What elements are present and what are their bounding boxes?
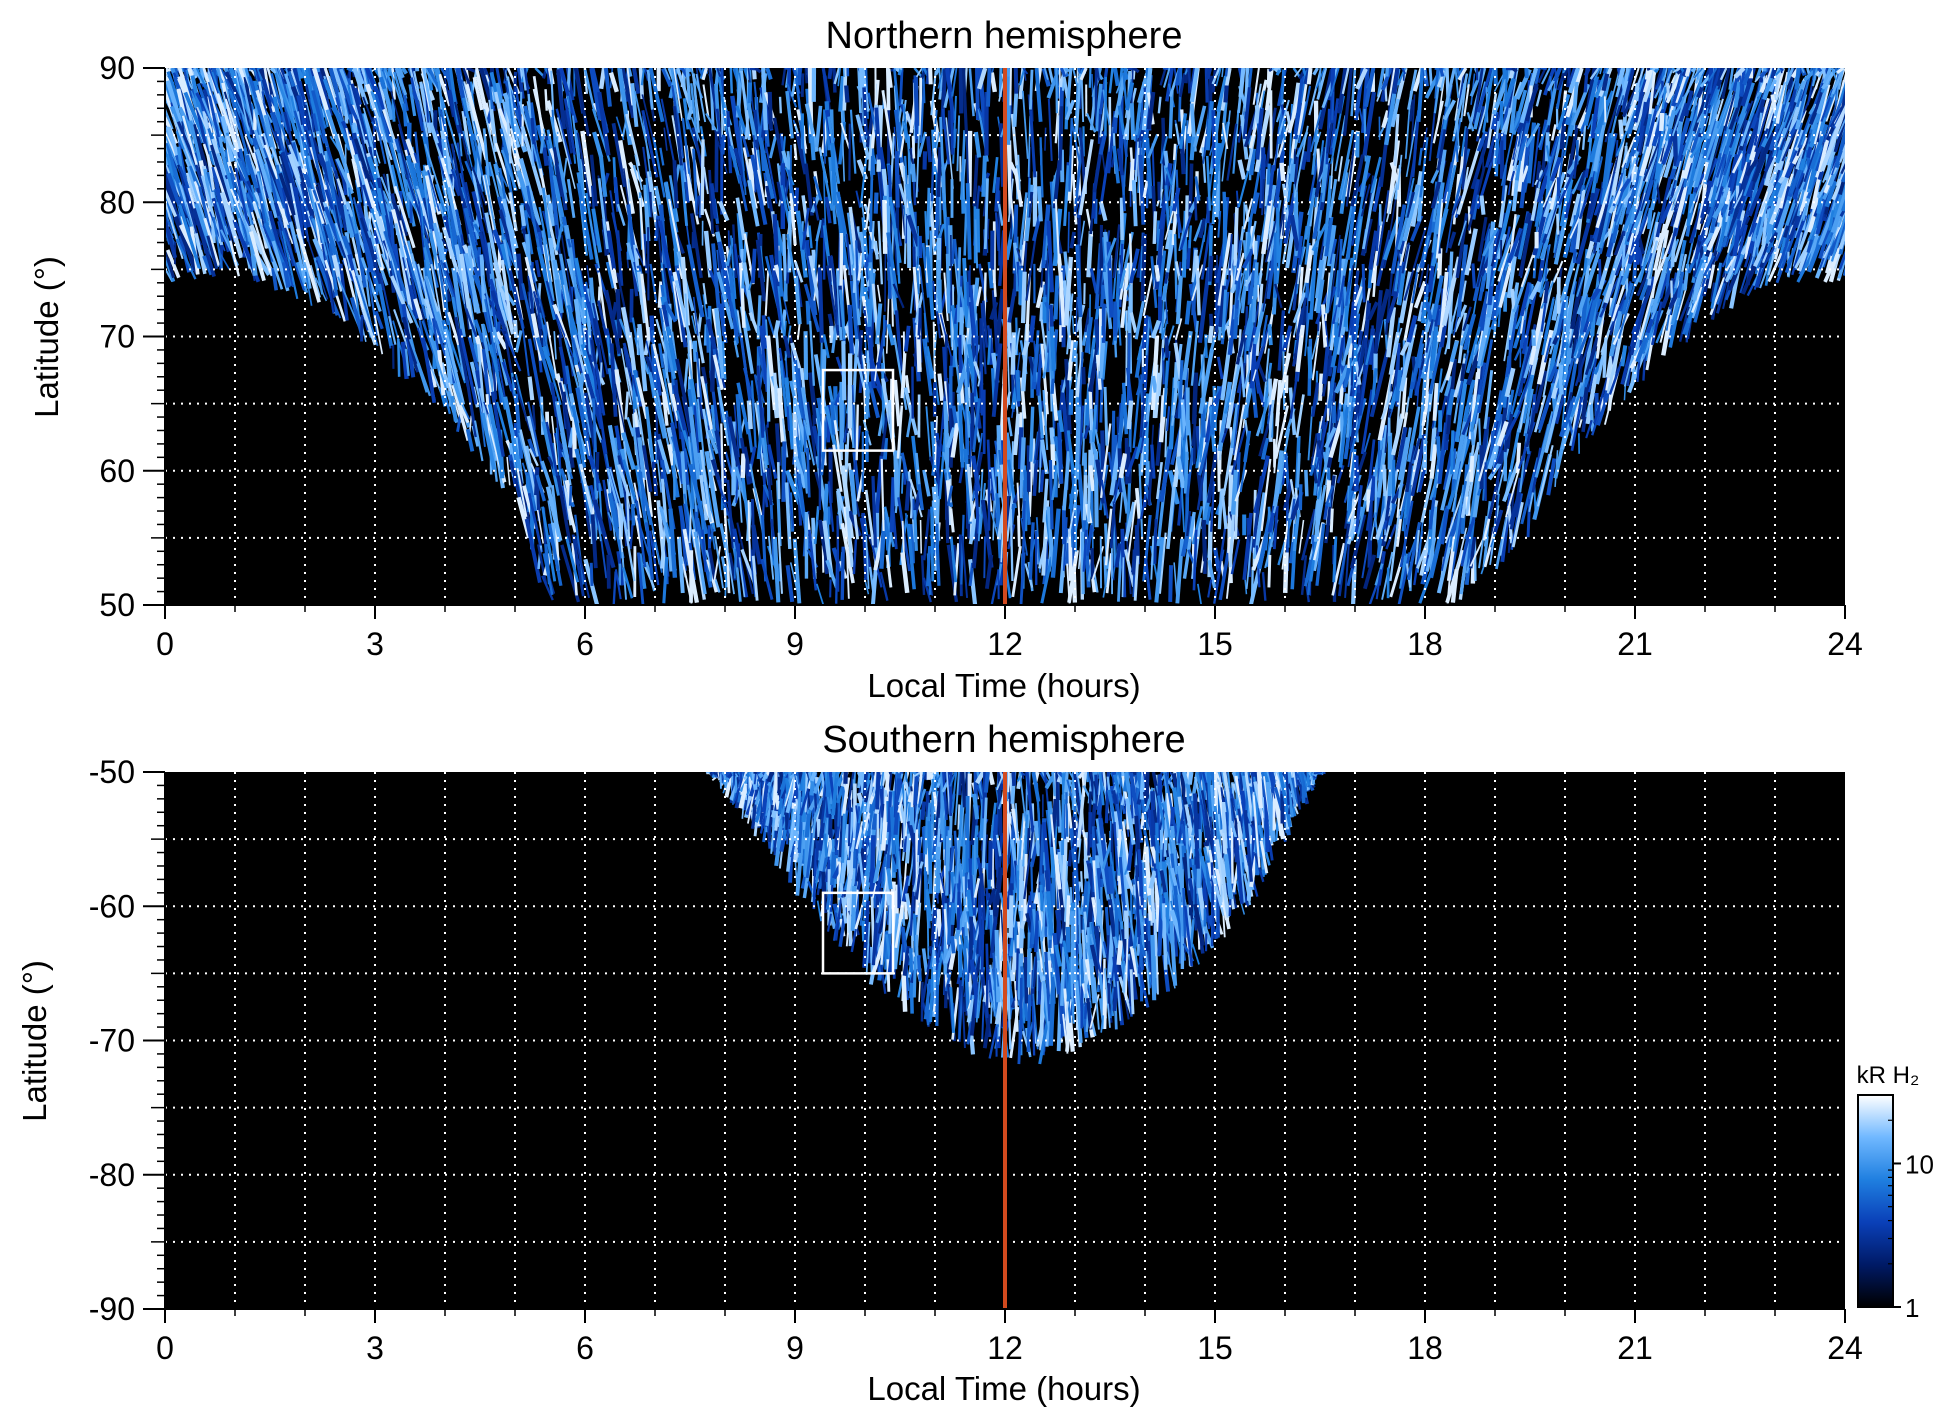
y-tick-label: -90	[89, 1291, 135, 1327]
y-tick-label: -80	[89, 1157, 135, 1193]
x-tick-label: 24	[1827, 1330, 1863, 1366]
x-tick-label: 21	[1617, 1330, 1653, 1366]
south-plot-area	[165, 772, 1845, 1309]
grid-lines	[165, 772, 1845, 1309]
y-tick-label: 60	[99, 453, 135, 489]
north-axes: 0 3 6 9 12 15 18 21 24 50 60 70 80 90	[99, 50, 1862, 662]
colorbar: kR H₂ 1 10	[1857, 1062, 1934, 1323]
north-plot-area	[165, 68, 1845, 605]
north-title: Northern hemisphere	[826, 15, 1183, 57]
x-tick-label: 3	[366, 626, 384, 662]
emission-streaks	[165, 68, 1845, 605]
y-tick-label: -70	[89, 1023, 135, 1059]
y-tick-label: -60	[89, 888, 135, 924]
x-tick-label: 12	[987, 1330, 1023, 1366]
y-tick-label: 50	[99, 587, 135, 623]
colorbar-tick-label: 10	[1905, 1149, 1934, 1179]
x-tick-label: 18	[1407, 626, 1443, 662]
grid-lines	[165, 68, 1845, 605]
x-tick-label: 9	[786, 1330, 804, 1366]
x-tick-label: 6	[576, 1330, 594, 1366]
x-tick-label: 15	[1197, 626, 1233, 662]
y-tick-label: 70	[99, 319, 135, 355]
y-tick-label: -50	[89, 754, 135, 790]
x-tick-label: 0	[156, 626, 174, 662]
colorbar-gradient	[1857, 1094, 1894, 1308]
north-xlabel: Local Time (hours)	[867, 667, 1140, 704]
x-tick-label: 6	[576, 626, 594, 662]
x-tick-label: 18	[1407, 1330, 1443, 1366]
south-ylabel: Latitude (°)	[16, 960, 53, 1122]
north-ylabel: Latitude (°)	[28, 256, 65, 418]
y-tick-label: 90	[99, 50, 135, 86]
south-axes: 0 3 6 9 12 15 18 21 24 -90 -80 -70 -60 -50	[89, 754, 1863, 1366]
region-box	[821, 891, 895, 975]
south-xlabel: Local Time (hours)	[867, 1370, 1140, 1407]
southern-hemisphere-panel: Southern hemisphere 0 3 6 9 12 15 18 21 24 -90 -80…	[16, 719, 1863, 1407]
x-tick-label: 3	[366, 1330, 384, 1366]
x-tick-label: 0	[156, 1330, 174, 1366]
x-tick-label: 12	[987, 626, 1023, 662]
x-tick-label: 15	[1197, 1330, 1233, 1366]
colorbar-label: kR H₂	[1857, 1062, 1920, 1089]
south-title: Southern hemisphere	[822, 719, 1185, 761]
x-tick-label: 24	[1827, 626, 1863, 662]
x-tick-label: 9	[786, 626, 804, 662]
region-box	[821, 368, 895, 452]
colorbar-ticks: 1 10	[1888, 1094, 1934, 1323]
colorbar-tick-label: 1	[1905, 1293, 1919, 1323]
y-tick-label: 80	[99, 184, 135, 220]
x-tick-label: 21	[1617, 626, 1653, 662]
northern-hemisphere-panel: Northern hemisphere 0 3 6 9 12 15 18 21 24 50 60 70…	[28, 15, 1863, 704]
